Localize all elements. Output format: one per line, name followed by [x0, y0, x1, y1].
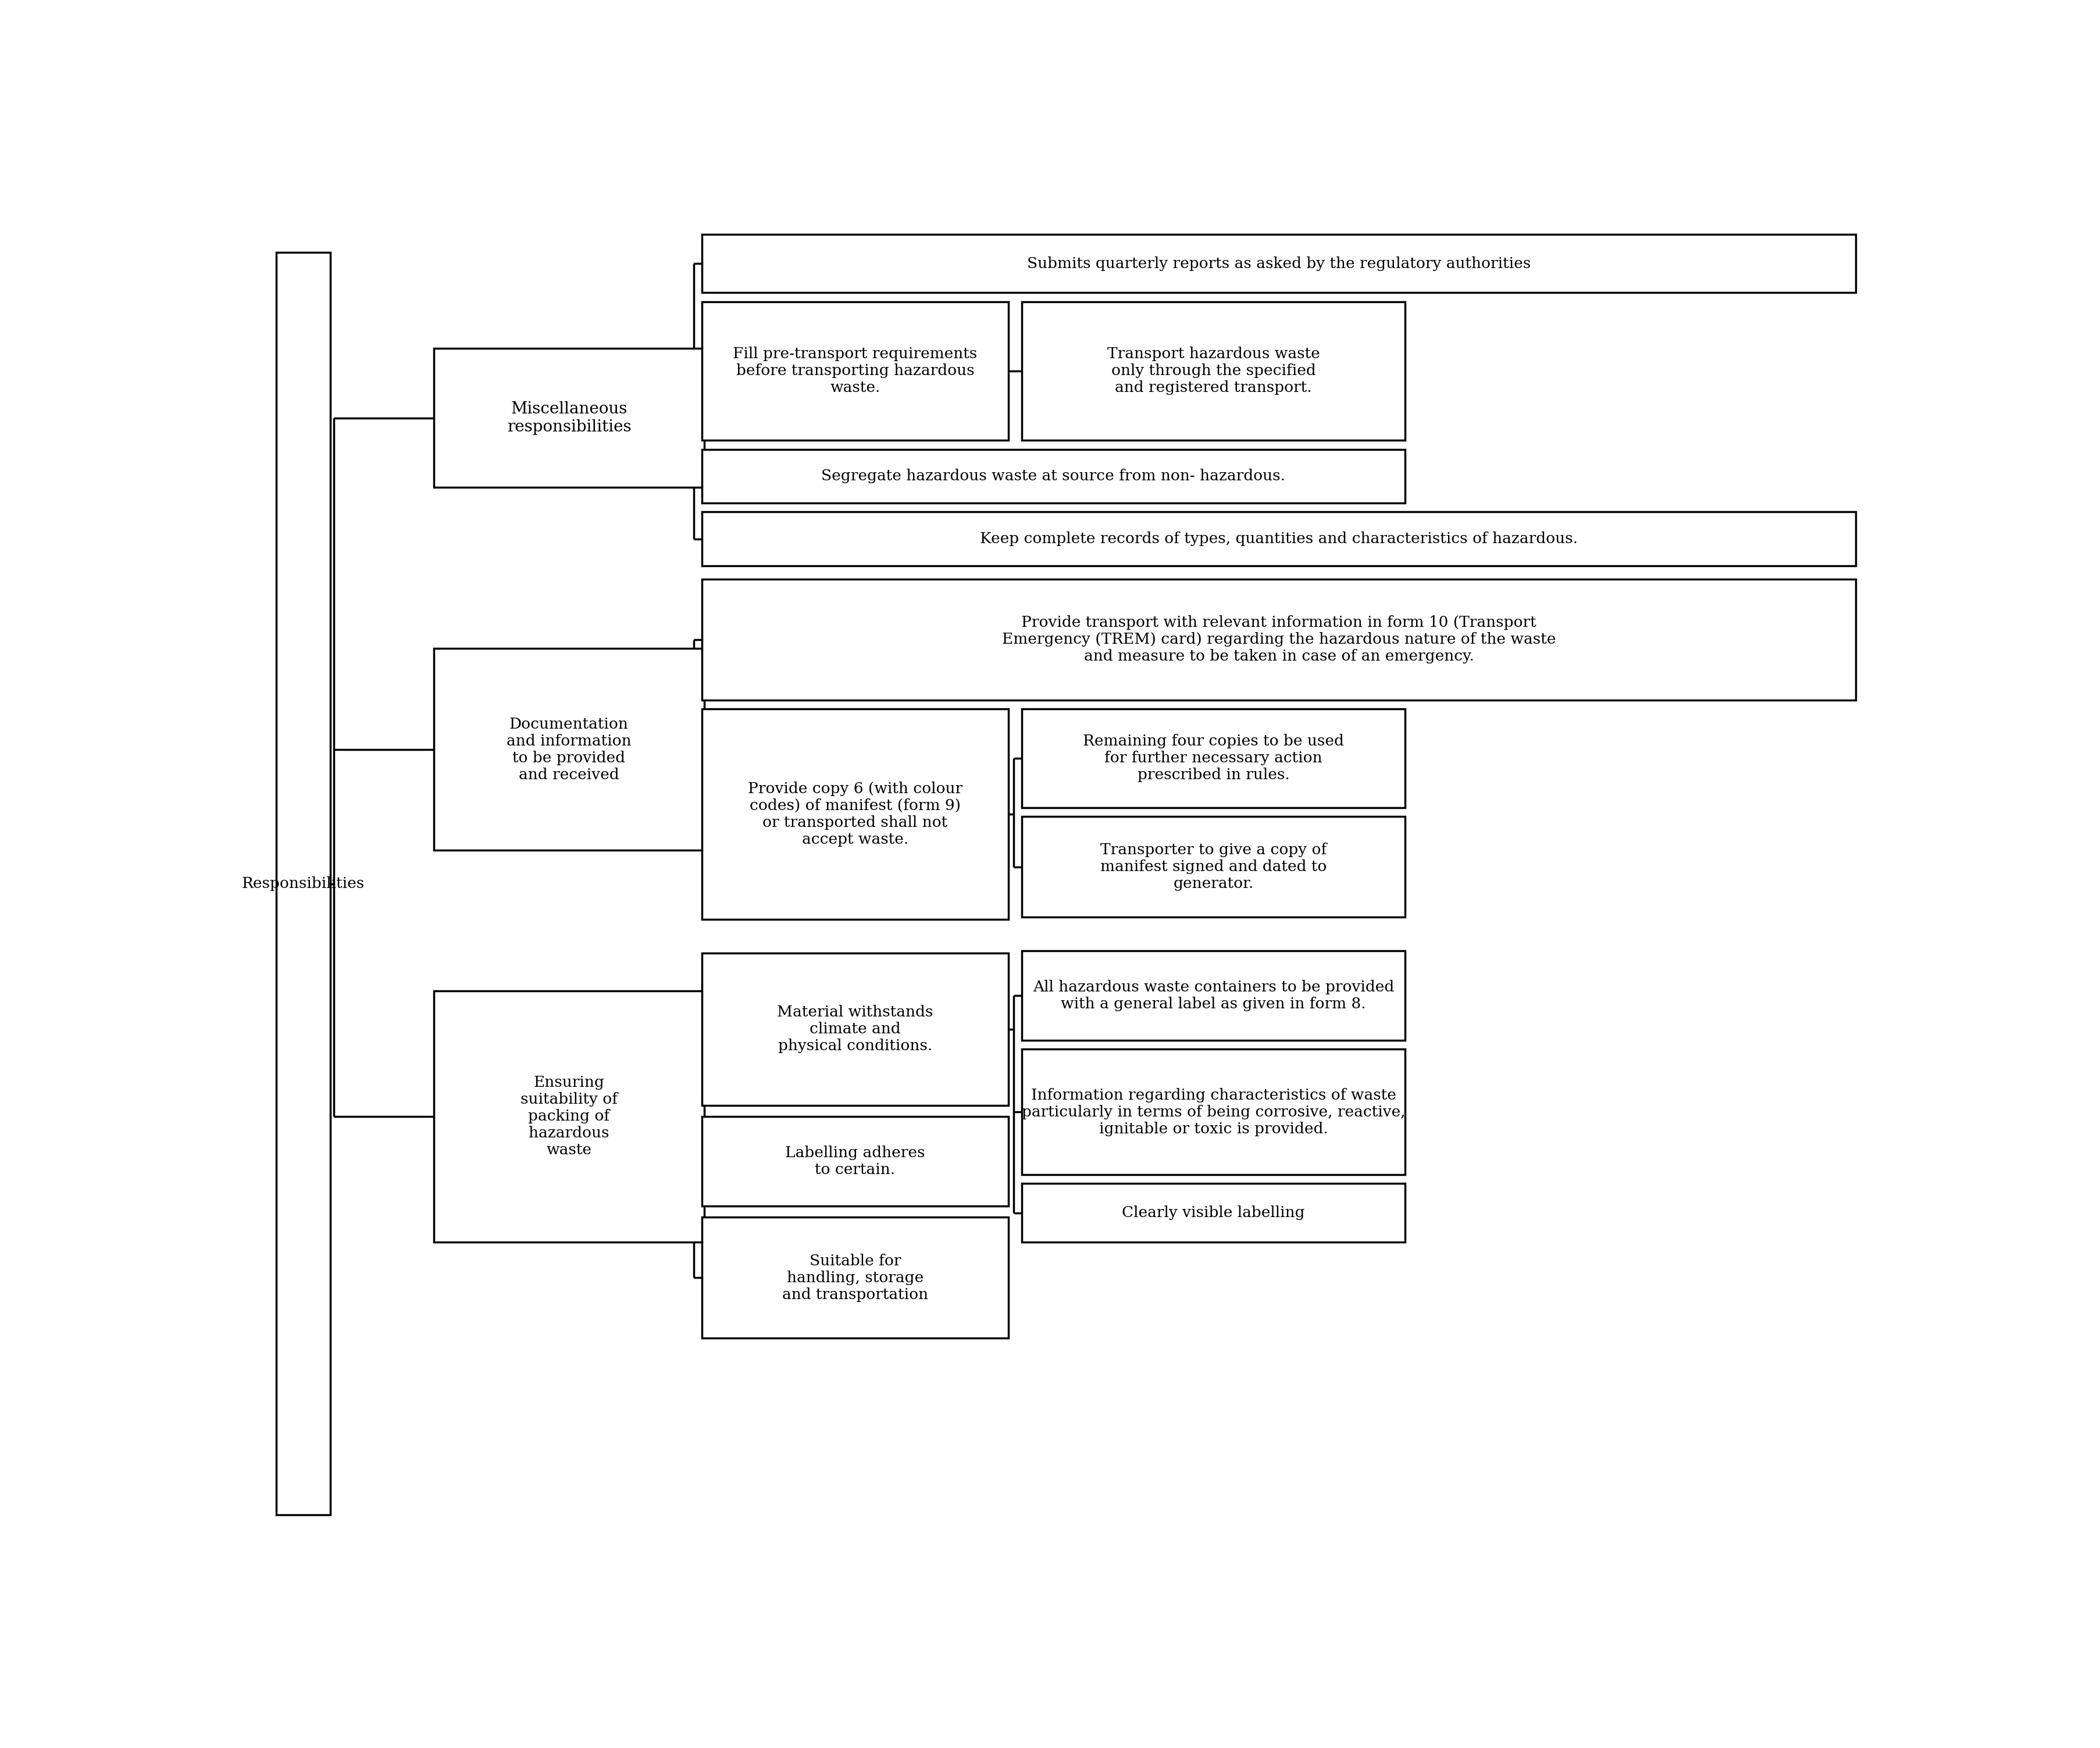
Text: Provide copy 6 (with colour
codes) of manifest (form 9)
or transported shall not: Provide copy 6 (with colour codes) of ma…: [748, 781, 962, 846]
Text: Suitable for
handling, storage
and transportation: Suitable for handling, storage and trans…: [781, 1253, 928, 1302]
FancyBboxPatch shape: [1023, 302, 1405, 440]
FancyBboxPatch shape: [1023, 710, 1405, 808]
FancyBboxPatch shape: [701, 953, 1008, 1105]
FancyBboxPatch shape: [435, 348, 704, 488]
Text: Material withstands
climate and
physical conditions.: Material withstands climate and physical…: [777, 1005, 932, 1054]
Text: Remaining four copies to be used
for further necessary action
prescribed in rule: Remaining four copies to be used for fur…: [1084, 734, 1344, 783]
Text: Provide transport with relevant information in form 10 (Transport
Emergency (TRE: Provide transport with relevant informat…: [1002, 615, 1556, 664]
Text: Clearly visible labelling: Clearly visible labelling: [1121, 1206, 1304, 1220]
FancyBboxPatch shape: [435, 649, 704, 850]
Text: Responsibilities: Responsibilities: [242, 876, 365, 891]
Text: Documentation
and information
to be provided
and received: Documentation and information to be prov…: [506, 717, 632, 781]
Text: Segregate hazardous waste at source from non- hazardous.: Segregate hazardous waste at source from…: [821, 468, 1285, 484]
Text: Transporter to give a copy of
manifest signed and dated to
generator.: Transporter to give a copy of manifest s…: [1100, 843, 1327, 891]
Text: Information regarding characteristics of waste
particularly in terms of being co: Information regarding characteristics of…: [1023, 1087, 1405, 1136]
Text: Keep complete records of types, quantities and characteristics of hazardous.: Keep complete records of types, quantiti…: [981, 531, 1577, 545]
Text: Ensuring
suitability of
packing of
hazardous
waste: Ensuring suitability of packing of hazar…: [521, 1075, 617, 1157]
FancyBboxPatch shape: [701, 302, 1008, 440]
Text: Miscellaneous
responsibilities: Miscellaneous responsibilities: [506, 400, 632, 435]
FancyBboxPatch shape: [701, 449, 1405, 503]
FancyBboxPatch shape: [701, 710, 1008, 919]
Text: Fill pre-transport requirements
before transporting hazardous
waste.: Fill pre-transport requirements before t…: [733, 346, 976, 395]
FancyBboxPatch shape: [1023, 1049, 1405, 1175]
Text: Labelling adheres
to certain.: Labelling adheres to certain.: [785, 1145, 926, 1176]
Text: Transport hazardous waste
only through the specified
and registered transport.: Transport hazardous waste only through t…: [1107, 346, 1319, 395]
FancyBboxPatch shape: [701, 579, 1856, 699]
FancyBboxPatch shape: [701, 1217, 1008, 1339]
FancyBboxPatch shape: [1023, 1183, 1405, 1241]
FancyBboxPatch shape: [701, 1117, 1008, 1206]
FancyBboxPatch shape: [1023, 816, 1405, 918]
FancyBboxPatch shape: [701, 512, 1856, 566]
FancyBboxPatch shape: [275, 252, 330, 1516]
FancyBboxPatch shape: [701, 234, 1856, 292]
FancyBboxPatch shape: [435, 991, 704, 1241]
Text: Submits quarterly reports as asked by the regulatory authorities: Submits quarterly reports as asked by th…: [1027, 257, 1531, 271]
FancyBboxPatch shape: [1023, 951, 1405, 1040]
Text: All hazardous waste containers to be provided
with a general label as given in f: All hazardous waste containers to be pro…: [1033, 981, 1394, 1012]
